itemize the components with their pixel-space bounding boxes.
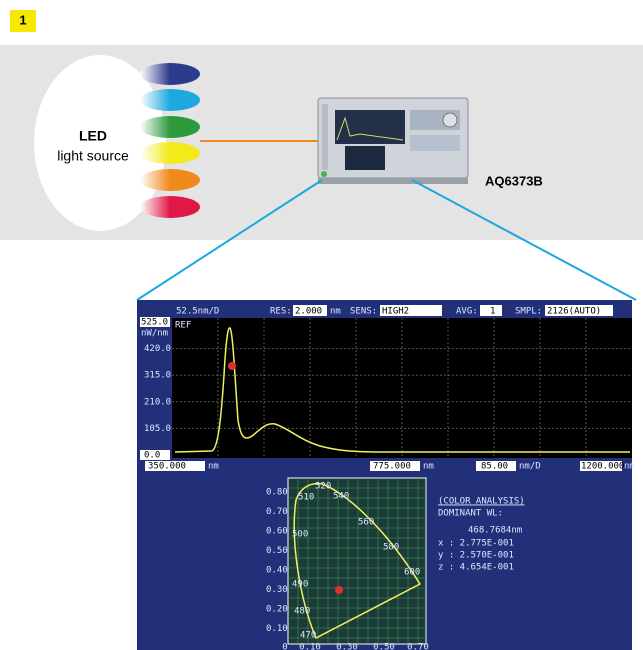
wavelength-label: 470 xyxy=(300,631,316,641)
field xyxy=(480,305,502,316)
field xyxy=(476,461,516,471)
center: 775.000 xyxy=(373,462,411,472)
span: 85.00 xyxy=(481,462,508,472)
y-unit: nW/nm xyxy=(141,329,168,339)
source-subtitle: light source xyxy=(57,148,129,164)
span-unit: nm/D xyxy=(519,462,541,472)
sens-value: HIGH2 xyxy=(382,307,409,317)
field xyxy=(380,305,442,316)
cie-x-label: 0.50 xyxy=(373,643,395,650)
y-tick-label: 0.0 xyxy=(144,451,160,461)
field xyxy=(545,305,613,316)
cie-y-label: 0.40 xyxy=(266,566,288,576)
step-badge xyxy=(10,10,36,32)
cie-x-label: 0.30 xyxy=(336,643,358,650)
avg-value: 1 xyxy=(490,307,495,317)
led xyxy=(140,169,200,191)
wavelength-label: 560 xyxy=(358,518,374,528)
smpl-label: SMPL: xyxy=(515,307,542,317)
instrument xyxy=(317,97,469,184)
center-unit: nm xyxy=(423,462,434,472)
cie-y-label: 0.20 xyxy=(266,605,288,615)
zoom-line xyxy=(411,179,637,301)
wavelength-label: 510 xyxy=(298,493,314,503)
wavelength-label: 600 xyxy=(404,568,420,578)
start: 350.000 xyxy=(148,462,186,472)
wavelength-label: 500 xyxy=(292,530,308,540)
res-value: 2.000 xyxy=(295,307,322,317)
wavelength-label: 520 xyxy=(315,482,331,492)
cie-y-label: 0.30 xyxy=(266,585,288,595)
field xyxy=(140,450,170,460)
smpl-value: 2126(AUTO) xyxy=(547,307,601,317)
scale: 52.5nm/D xyxy=(176,307,219,317)
wavelength-label: 480 xyxy=(294,607,310,617)
analysis-z: z : 4.654E-001 xyxy=(438,563,514,573)
instrument-model: AQ6373B xyxy=(485,173,543,188)
avg-label: AVG: xyxy=(456,307,478,317)
led xyxy=(140,142,200,164)
cie-grid xyxy=(288,478,426,644)
source-title: LED xyxy=(79,128,107,144)
y-tick-label: 420.0 xyxy=(144,344,171,354)
led xyxy=(140,196,200,218)
stop-unit: nm xyxy=(624,462,635,472)
y-top: 525.0 xyxy=(141,318,168,328)
cie-y-label: 0.60 xyxy=(266,527,288,537)
field xyxy=(145,461,205,471)
cie-y-label: 0.10 xyxy=(266,624,288,634)
stop: 1200.000 xyxy=(581,462,624,472)
peak-marker xyxy=(228,362,236,370)
analysis-y: y : 2.570E-001 xyxy=(438,551,514,561)
cie-locus xyxy=(293,482,422,640)
cie-y-label: 0.80 xyxy=(266,488,288,498)
y-tick-label: 105.0 xyxy=(144,424,171,434)
zoom-line xyxy=(136,179,323,301)
ref: REF xyxy=(175,321,191,331)
field xyxy=(293,305,327,316)
cie-x-label: 0 xyxy=(282,643,287,650)
start-unit: nm xyxy=(208,462,219,472)
led xyxy=(140,116,200,138)
field xyxy=(580,461,622,471)
led xyxy=(140,89,200,111)
cie-y-label: 0.70 xyxy=(266,507,288,517)
sens-label: SENS: xyxy=(350,307,377,317)
led-set xyxy=(140,63,200,218)
cie-x-label: 0.10 xyxy=(299,643,321,650)
cie-x-label: 0.70 xyxy=(407,643,429,650)
field xyxy=(370,461,420,471)
analysis-label: DOMINANT WL: xyxy=(438,509,503,519)
field xyxy=(140,317,170,327)
analysis-value: 468.7684nm xyxy=(468,526,522,536)
y-tick-label: 210.0 xyxy=(144,397,171,407)
wavelength-label: 540 xyxy=(333,492,349,502)
cie-y-label: 0.50 xyxy=(266,546,288,556)
analysis-x: x : 2.775E-001 xyxy=(438,539,514,549)
analysis-title: (COLOR ANALYSIS) xyxy=(438,497,525,507)
wavelength-label: 580 xyxy=(383,543,399,553)
source-halo xyxy=(34,55,166,231)
color-point xyxy=(335,586,343,594)
spectrum-trace xyxy=(174,327,630,453)
led xyxy=(140,63,200,85)
step-number: 1 xyxy=(19,12,26,27)
res-unit: nm xyxy=(330,307,341,317)
y-tick-label: 315.0 xyxy=(144,371,171,381)
res-label: RES: xyxy=(270,307,292,317)
wavelength-label: 490 xyxy=(292,580,308,590)
